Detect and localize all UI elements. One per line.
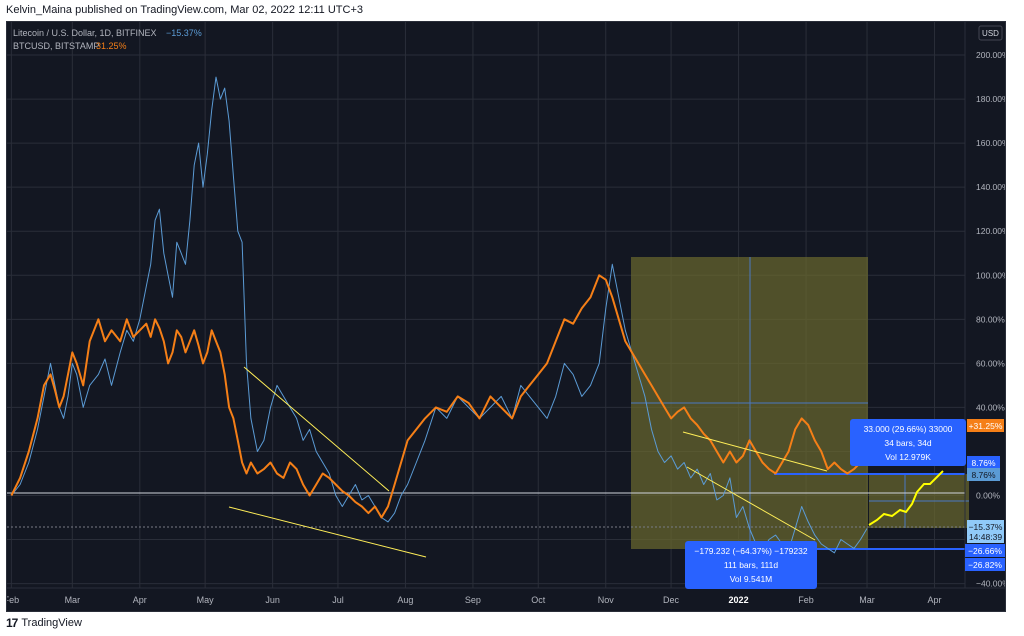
legend-ltc-value: −15.37%: [166, 28, 202, 38]
y-axis[interactable]: 200.00% 180.00% 160.00% 140.00% 120.00% 100.0…: [976, 50, 1010, 589]
x-tick-label: Feb: [7, 595, 19, 605]
measure-down-line3: Vol 9.541M: [730, 574, 773, 584]
svg-text:−15.37%: −15.37%: [969, 522, 1003, 532]
publisher-line: Kelvin_Maina published on TradingView.co…: [6, 4, 364, 16]
svg-text:8.76%: 8.76%: [971, 458, 996, 468]
x-tick-label: Aug: [397, 595, 413, 605]
measure-up-line3: Vol 12.979K: [885, 452, 931, 462]
x-tick-label: Dec: [663, 595, 680, 605]
y-tick-label: 200.00%: [976, 50, 1005, 60]
trendline-4[interactable]: [686, 466, 816, 541]
trendline-2[interactable]: [228, 506, 427, 558]
measure-down-line2: 111 bars, 111d: [724, 560, 778, 570]
tradingview-logo-icon: 17: [6, 616, 18, 630]
y-tick-label: 80.00%: [976, 314, 1005, 324]
y-tick-label: 120.00%: [976, 226, 1005, 236]
measure-up-line2: 34 bars, 34d: [884, 438, 932, 448]
measure-tooltip-down[interactable]: −179.232 (−64.37%) −179232 111 bars, 111…: [685, 541, 817, 589]
x-tick-label: Apr: [928, 595, 942, 605]
price-label-btc: +31.25%: [967, 419, 1004, 432]
footer: 17 TradingView: [6, 616, 82, 630]
bar-countdown: 14:48:39: [969, 532, 1002, 542]
price-label-lower-a: −26.66%: [965, 544, 1005, 557]
trendline-3[interactable]: [682, 431, 828, 472]
x-tick-label: May: [197, 595, 215, 605]
legend-ltc-label: Litecoin / U.S. Dollar, 1D, BITFINEX: [13, 28, 157, 38]
y-tick-label: −40.00%: [976, 579, 1005, 589]
legend-btc-label: BTCUSD, BITSTAMP: [13, 41, 99, 51]
y-tick-label: 180.00%: [976, 94, 1005, 104]
price-label-ltc: −15.37% 14:48:39: [967, 520, 1004, 543]
projection-path[interactable]: [868, 470, 944, 526]
svg-text:−26.66%: −26.66%: [968, 546, 1002, 556]
currency-button[interactable]: USD: [978, 25, 1003, 41]
x-tick-label: Jun: [265, 595, 280, 605]
x-tick-label: Oct: [531, 595, 546, 605]
footer-brand[interactable]: TradingView: [21, 617, 82, 629]
svg-text:8.76%: 8.76%: [971, 470, 996, 480]
series-group: [10, 76, 868, 554]
price-label-upper-b: 8.76%: [967, 468, 1000, 481]
legend-btc-value: 31.25%: [96, 41, 127, 51]
measure-tooltip-up[interactable]: 33.000 (29.66%) 33000 34 bars, 34d Vol 1…: [850, 419, 966, 466]
x-tick-label: Jul: [332, 595, 344, 605]
price-label-lower-b: −26.82%: [965, 558, 1005, 571]
chart-frame[interactable]: Litecoin / U.S. Dollar, 1D, BITFINEX −15…: [4, 21, 1010, 612]
x-tick-label: Apr: [133, 595, 147, 605]
chart-svg[interactable]: Litecoin / U.S. Dollar, 1D, BITFINEX −15…: [4, 22, 1010, 611]
y-tick-label: 60.00%: [976, 358, 1005, 368]
trendline-1[interactable]: [243, 366, 390, 492]
y-tick-label: 100.00%: [976, 270, 1005, 280]
y-tick-label: 40.00%: [976, 402, 1005, 412]
svg-text:+31.25%: +31.25%: [969, 421, 1003, 431]
price-label-upper-a: 8.76%: [967, 456, 1000, 469]
x-axis[interactable]: Feb Mar Apr May Jun Jul Aug Sep Oct Nov Dec 2022 Feb…: [4, 595, 942, 605]
x-tick-label: 2022: [729, 595, 749, 605]
y-tick-label: 140.00%: [976, 182, 1005, 192]
x-tick-label: Sep: [465, 595, 481, 605]
currency-button-label: USD: [982, 29, 999, 38]
series-line-btc[interactable]: [10, 274, 868, 519]
measure-up-line1: 33.000 (29.66%) 33000: [864, 424, 953, 434]
svg-text:−26.82%: −26.82%: [968, 560, 1002, 570]
x-tick-label: Nov: [598, 595, 615, 605]
legend: Litecoin / U.S. Dollar, 1D, BITFINEX −15…: [13, 28, 202, 51]
measure-down-line1: −179.232 (−64.37%) −179232: [694, 546, 807, 556]
y-tick-label: 0.00%: [976, 491, 1001, 501]
x-tick-label: Feb: [798, 595, 814, 605]
x-tick-label: Mar: [65, 595, 81, 605]
x-tick-label: Mar: [859, 595, 875, 605]
y-tick-label: 160.00%: [976, 138, 1005, 148]
